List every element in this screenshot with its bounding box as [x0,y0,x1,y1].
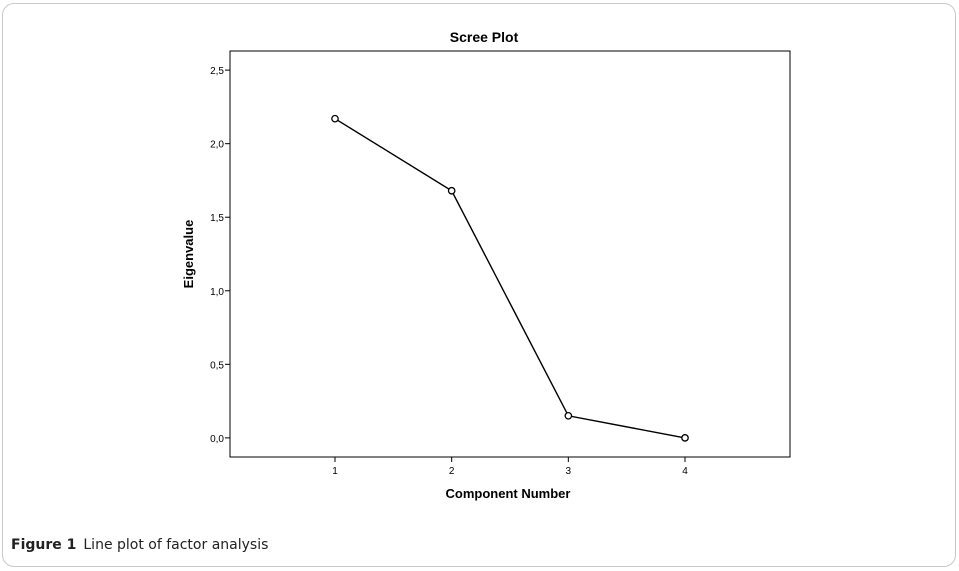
y-tick-label: 0,0 [210,434,224,445]
figure-caption-text: Line plot of factor analysis [83,537,269,553]
data-point [564,411,573,420]
y-axis-label: Eigenvalue [181,220,196,289]
x-axis: 1 2 3 4 [332,457,688,477]
y-tick-label: 0,5 [210,360,224,371]
x-axis-label: Component Number [446,486,571,501]
data-point [331,114,339,123]
figure-caption: Figure 1 Line plot of factor analysis [11,537,268,553]
y-axis: 0,0 0,5 1,0 1,5 2,0 2,5 [210,66,230,445]
figure-caption-label: Figure 1 [11,537,77,553]
y-tick-label: 1,0 [210,287,224,298]
y-tick-label: 1,5 [210,213,224,224]
x-tick-label: 1 [332,466,338,477]
data-point [447,186,456,195]
y-tick-label: 2,0 [210,140,224,151]
plot-area [229,50,791,458]
chart-title: Scree Plot [450,29,519,45]
x-tick-label: 3 [566,466,572,477]
x-tick-label: 2 [449,466,455,477]
x-tick-label: 4 [682,466,688,477]
data-point [681,434,689,442]
series-layer [331,114,689,442]
y-tick-label: 2,5 [210,66,224,77]
figure-frame [2,3,956,567]
series-line [334,118,686,439]
